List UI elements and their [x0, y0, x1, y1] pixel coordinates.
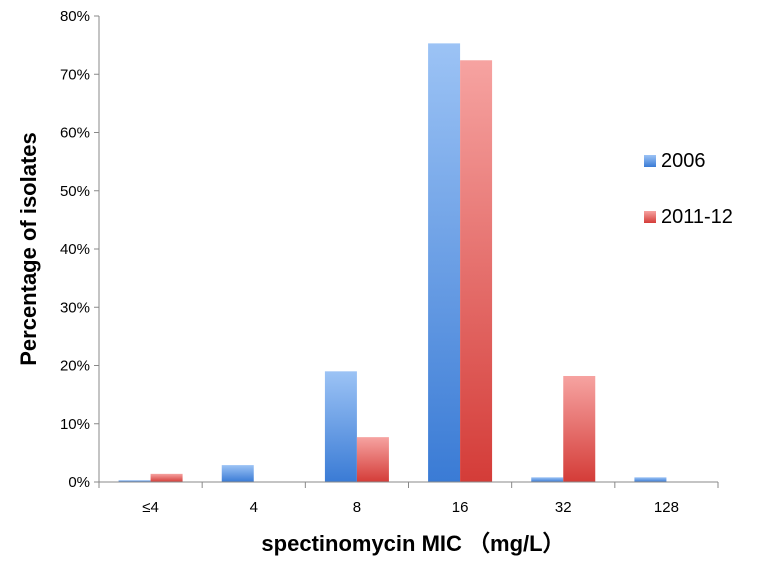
legend-swatch-2011-12: [644, 211, 656, 223]
x-tick-label: 32: [555, 499, 572, 516]
x-tick-label: 4: [250, 499, 258, 516]
y-tick-label: 50%: [60, 183, 90, 200]
bar-2006-≤4: [118, 480, 151, 482]
bar-2006-16: [428, 43, 461, 482]
y-axis-title: Percentage of isolates: [16, 132, 41, 366]
y-tick-label: 40%: [60, 241, 90, 258]
x-tick-label: 16: [452, 499, 469, 516]
x-tick-label: ≤4: [142, 499, 159, 516]
legend: 2006 2011-12: [644, 150, 733, 228]
x-tick-label: 128: [654, 499, 679, 516]
x-tick-label: 8: [353, 499, 361, 516]
bar-2006-8: [324, 371, 357, 482]
legend-swatch-2006: [644, 155, 656, 167]
x-ticks-group: ≤4 4 8 16 32 128: [98, 482, 719, 516]
legend-label-2006: 2006: [661, 150, 706, 172]
legend-label-2011-12: 2011-12: [661, 206, 733, 228]
bar-2006-4: [221, 465, 254, 482]
bar-2011-12-≤4: [150, 473, 183, 482]
y-tick-label: 60%: [60, 125, 90, 142]
x-axis-title: spectinomycin MIC （mg/L）: [261, 531, 564, 556]
y-tick-label: 10%: [60, 416, 90, 433]
bar-2011-12-32: [563, 375, 596, 482]
bar-2006-32: [531, 477, 564, 482]
axes-group: [98, 16, 718, 483]
y-tick-label: 70%: [60, 66, 90, 83]
bar-2006-128: [634, 477, 667, 482]
y-tick-label: 0%: [68, 474, 90, 491]
bar-2011-12-16: [460, 60, 493, 483]
y-ticks-group: 0% 10% 20% 30% 40% 50% 60% 70% 80%: [60, 8, 99, 491]
y-tick-label: 80%: [60, 8, 90, 25]
bars-group: [118, 43, 667, 483]
y-tick-label: 30%: [60, 299, 90, 316]
bar-2011-12-8: [356, 437, 389, 482]
y-tick-label: 20%: [60, 358, 90, 375]
